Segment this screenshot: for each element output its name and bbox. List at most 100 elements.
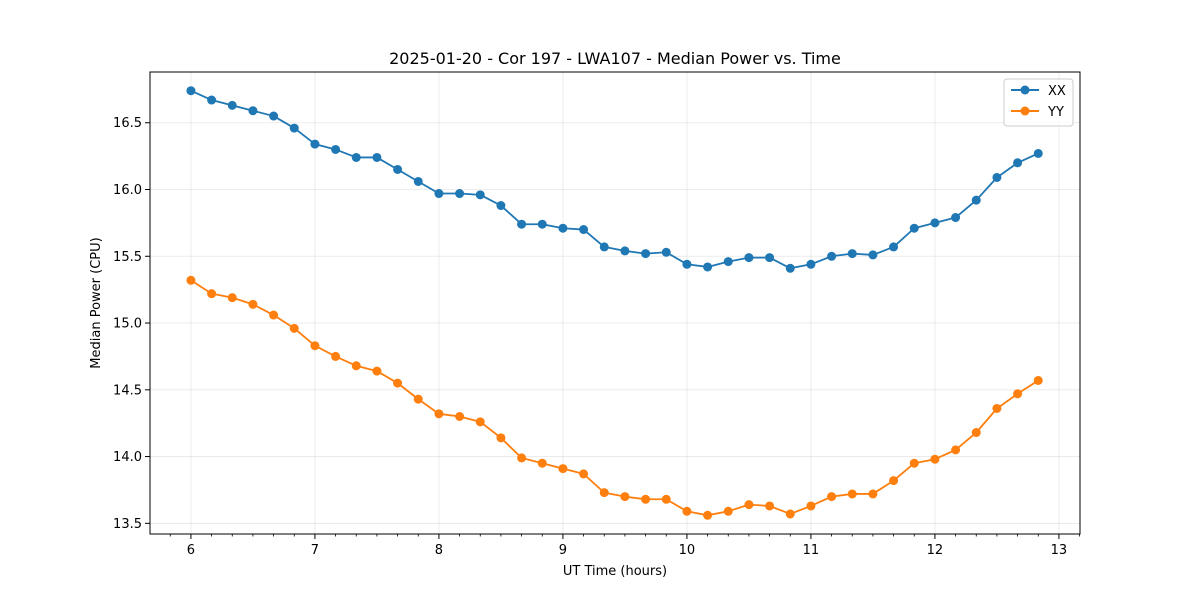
data-point-yy [227, 293, 237, 303]
data-point-xx [372, 152, 382, 162]
data-point-xx [930, 218, 940, 228]
y-axis: 13.5 14.0 14.5 15.0 15.5 16.0 16.5 [113, 116, 150, 532]
data-point-xx [1013, 158, 1023, 168]
data-point-yy [661, 494, 671, 504]
data-point-yy [971, 428, 981, 438]
data-point-xx [661, 247, 671, 257]
legend-marker-yy [1020, 106, 1030, 116]
data-point-xx [558, 223, 568, 233]
data-point-xx [227, 100, 237, 110]
data-point-xx [434, 189, 444, 199]
data-point-xx [455, 189, 465, 199]
x-tick-label: 6 [187, 543, 195, 558]
data-point-yy [723, 506, 733, 516]
data-point-yy [372, 366, 382, 376]
x-tick-label: 10 [679, 543, 696, 558]
data-point-yy [455, 412, 465, 421]
data-point-yy [620, 492, 630, 502]
data-point-xx [889, 242, 899, 252]
data-point-xx [186, 86, 196, 96]
data-point-yy [889, 476, 899, 486]
data-point-xx [641, 249, 651, 259]
data-point-yy [207, 289, 217, 299]
data-point-yy [827, 492, 837, 502]
data-point-yy [703, 510, 713, 520]
data-point-yy [682, 506, 692, 516]
y-tick-label: 15.5 [113, 250, 142, 265]
x-tick-label: 13 [1051, 543, 1068, 558]
data-point-yy [765, 501, 775, 511]
x-axis-label: UT Time (hours) [563, 564, 667, 579]
x-tick-label: 12 [927, 543, 944, 558]
data-point-xx [847, 249, 857, 259]
data-point-xx [620, 246, 630, 256]
data-point-yy [579, 469, 589, 479]
data-point-xx [1033, 148, 1043, 158]
x-tick-label: 11 [803, 543, 820, 558]
y-tick-label: 16.5 [113, 116, 142, 131]
data-point-xx [579, 225, 589, 235]
data-point-yy [951, 445, 961, 455]
data-point-xx [765, 253, 775, 263]
data-point-xx [599, 242, 609, 252]
x-tick-label: 7 [311, 543, 319, 558]
plot-frame [149, 71, 1081, 535]
data-point-yy [537, 458, 547, 468]
data-point-xx [971, 195, 981, 205]
data-point-yy [599, 488, 609, 498]
data-point-xx [413, 176, 423, 186]
data-point-yy [992, 403, 1002, 413]
data-point-xx [310, 139, 320, 149]
data-point-xx [909, 223, 919, 233]
data-point-yy [269, 310, 279, 320]
data-point-xx [207, 95, 217, 105]
data-point-xx [827, 251, 837, 261]
data-point-yy [1013, 389, 1023, 399]
data-point-xx [951, 213, 961, 223]
data-point-yy [806, 501, 816, 511]
y-tick-label: 13.5 [113, 517, 142, 532]
data-point-xx [248, 106, 258, 116]
data-point-xx [351, 152, 361, 162]
legend: XX YY [1003, 78, 1074, 127]
data-point-xx [868, 250, 878, 260]
data-point-yy [868, 489, 878, 499]
data-point-xx [785, 263, 795, 273]
grid [150, 72, 1080, 534]
data-point-xx [703, 262, 713, 272]
chart-title: 2025-01-20 - Cor 197 - LWA107 - Median P… [389, 49, 841, 68]
data-point-yy [558, 464, 568, 474]
data-point-yy [434, 409, 444, 419]
data-point-xx [723, 257, 733, 267]
y-tick-label: 14.5 [113, 383, 142, 398]
data-point-xx [517, 219, 527, 229]
data-point-yy [641, 494, 651, 504]
data-point-yy [744, 500, 754, 510]
y-axis-label: Median Power (CPU) [89, 237, 104, 368]
data-point-xx [537, 219, 547, 229]
data-point-yy [930, 454, 940, 464]
legend-marker-xx [1020, 85, 1030, 95]
data-point-xx [496, 201, 506, 211]
y-tick-label: 14.0 [113, 450, 142, 465]
data-point-yy [289, 323, 299, 333]
data-point-yy [909, 458, 919, 468]
data-point-xx [269, 111, 279, 121]
data-point-xx [331, 144, 341, 154]
data-point-yy [331, 351, 341, 361]
data-point-yy [496, 433, 506, 443]
data-point-yy [393, 378, 403, 388]
data-point-xx [475, 190, 485, 200]
data-point-yy [847, 489, 857, 499]
legend-label-xx: XX [1048, 84, 1066, 99]
data-point-yy [475, 417, 485, 427]
x-tick-label: 8 [435, 543, 443, 558]
data-point-yy [186, 275, 196, 285]
data-point-xx [992, 172, 1002, 182]
y-tick-label: 15.0 [113, 317, 142, 332]
data-point-xx [393, 164, 403, 174]
data-point-xx [682, 259, 692, 269]
data-point-yy [413, 394, 423, 404]
